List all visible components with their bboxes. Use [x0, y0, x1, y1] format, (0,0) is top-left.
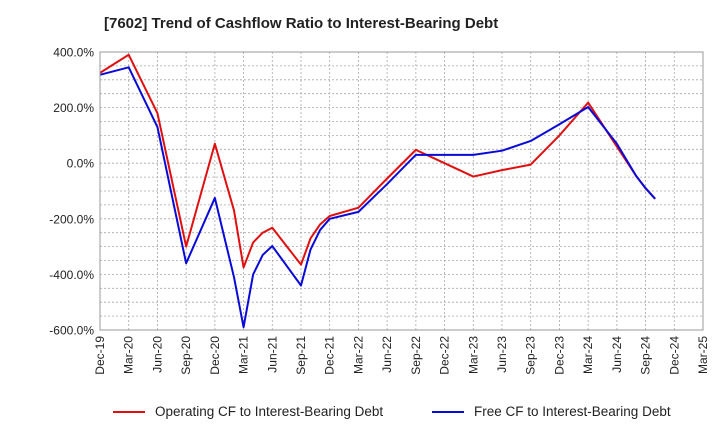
chart-title: [7602] Trend of Cashflow Ratio to Intere…	[104, 15, 499, 32]
x-tick-label: Dec-22	[438, 336, 452, 375]
x-tick-label: Sep-20	[179, 336, 193, 375]
x-tick-label: Mar-23	[466, 336, 480, 374]
x-tick-label: Jun-23	[495, 336, 509, 373]
series-line-free-cf	[99, 66, 656, 329]
x-tick-label: Jun-22	[380, 336, 394, 373]
legend: Operating CF to Interest-Bearing Debt Fr…	[0, 404, 720, 424]
x-tick-label: Dec-19	[93, 336, 107, 375]
y-tick-label: 0.0%	[67, 157, 95, 171]
x-tick-label: Dec-24	[667, 336, 681, 375]
legend-swatch-free-cf	[432, 410, 464, 413]
legend-label-operating-cf: Operating CF to Interest-Bearing Debt	[155, 404, 384, 419]
y-tick-label: -400.0%	[49, 268, 94, 282]
plot-frame	[99, 51, 704, 331]
x-tick-label: Mar-20	[122, 336, 136, 374]
y-tick-label: -600.0%	[49, 324, 94, 338]
x-tick-label: Dec-23	[552, 336, 566, 375]
x-axis-ticks: Dec-19 Mar-20 Jun-20 Sep-20 Dec-20 Mar-21 Jun-…	[93, 336, 710, 375]
y-tick-label: 200.0%	[53, 101, 94, 115]
y-axis-ticks: 400.0% 200.0% 0.0% -200.0% -400.0% -600.0%	[49, 46, 94, 338]
legend-label-free-cf: Free CF to Interest-Bearing Debt	[474, 404, 671, 419]
x-tick-label: Sep-24	[639, 336, 653, 375]
series-line-operating-cf	[99, 53, 656, 269]
x-tick-label: Dec-20	[208, 336, 222, 375]
x-tick-label: Sep-21	[294, 336, 308, 375]
legend-item-operating-cf: Operating CF to Interest-Bearing Debt	[113, 404, 383, 419]
x-tick-label: Jun-24	[610, 336, 624, 373]
x-tick-label: Jun-21	[265, 336, 279, 373]
legend-item-free-cf: Free CF to Interest-Bearing Debt	[432, 404, 671, 419]
grid-lines	[99, 51, 704, 331]
legend-swatch-operating-cf	[113, 410, 145, 413]
x-tick-label: Dec-21	[323, 336, 337, 375]
x-tick-label: Jun-20	[150, 336, 164, 373]
y-tick-label: 400.0%	[53, 46, 94, 60]
series-lines	[99, 53, 656, 329]
x-tick-label: Sep-22	[409, 336, 423, 375]
x-tick-label: Mar-22	[351, 336, 365, 374]
x-tick-label: Mar-25	[696, 336, 710, 374]
x-tick-label: Mar-21	[237, 336, 251, 374]
x-tick-label: Mar-24	[581, 336, 595, 374]
y-tick-label: -200.0%	[49, 212, 94, 226]
x-tick-label: Sep-23	[524, 336, 538, 375]
line-chart: 400.0% 200.0% 0.0% -200.0% -400.0% -600.0% De…	[49, 46, 710, 375]
